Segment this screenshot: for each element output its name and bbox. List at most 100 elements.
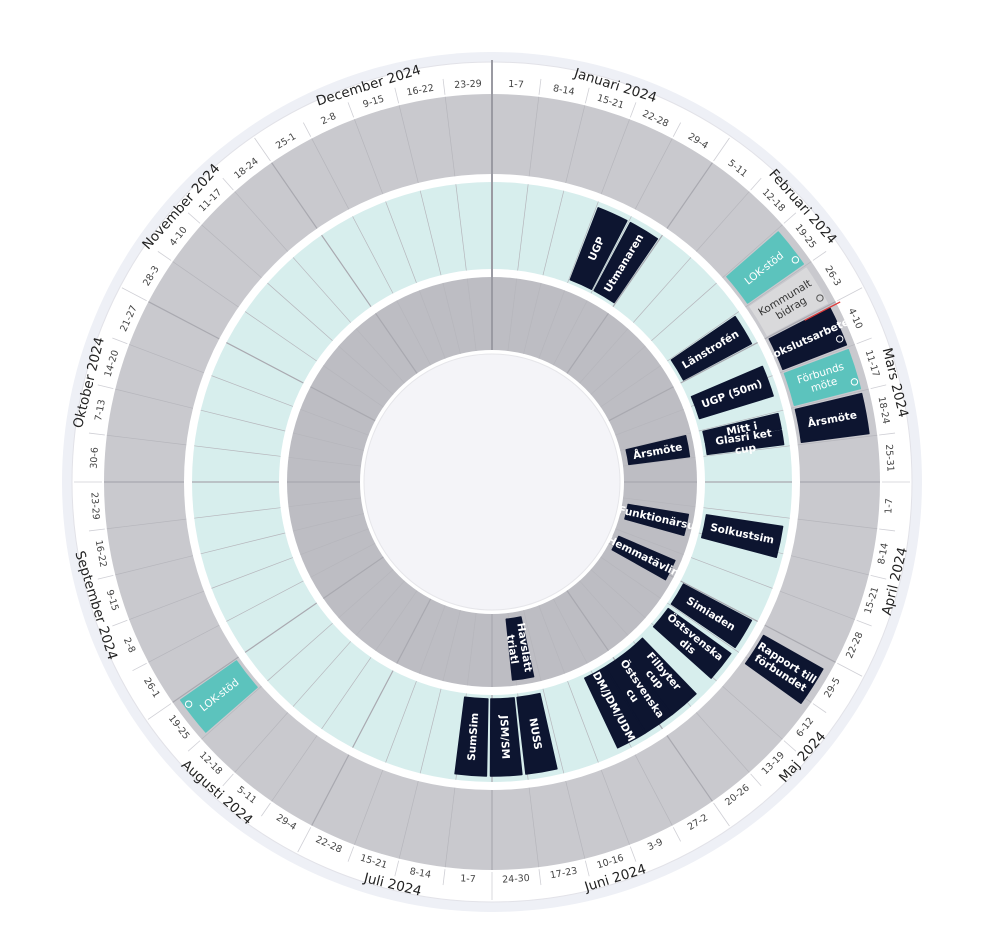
recurring-icon bbox=[791, 256, 800, 264]
week-divider bbox=[322, 556, 384, 599]
week-divider bbox=[455, 184, 467, 271]
week-divider bbox=[172, 261, 239, 308]
week-divider bbox=[292, 257, 352, 323]
recurring-icon bbox=[836, 335, 844, 343]
week-divider bbox=[419, 688, 442, 774]
week-divider bbox=[442, 282, 461, 354]
week-divider bbox=[566, 312, 609, 374]
week-divider bbox=[442, 610, 461, 682]
week-divider bbox=[622, 456, 696, 467]
event-shape bbox=[749, 267, 828, 336]
week-label: 8-14 bbox=[409, 866, 432, 881]
week-tick bbox=[297, 827, 312, 853]
event-block[interactable]: Förbundsmöte bbox=[783, 348, 862, 406]
week-divider bbox=[323, 365, 384, 408]
week-tick bbox=[147, 703, 172, 720]
week-divider bbox=[703, 507, 790, 519]
event-shape bbox=[768, 307, 848, 371]
event-shape bbox=[454, 696, 489, 777]
week-divider bbox=[352, 670, 394, 748]
event-shape bbox=[180, 660, 258, 733]
week-divider bbox=[194, 445, 281, 457]
event-block[interactable]: JSM/SM bbox=[489, 697, 523, 777]
event-shape bbox=[783, 348, 862, 406]
week-divider bbox=[590, 345, 646, 395]
event-shape bbox=[690, 365, 774, 420]
week-divider bbox=[651, 282, 717, 342]
week-label: 1-7 bbox=[883, 498, 895, 514]
week-dividers bbox=[74, 60, 910, 900]
week-divider bbox=[523, 282, 542, 354]
week-divider bbox=[579, 328, 629, 384]
event-block[interactable]: Havslätttriatl bbox=[502, 616, 535, 681]
event-block[interactable]: Mitt i bbox=[702, 412, 782, 444]
week-divider bbox=[703, 445, 790, 457]
week-divider bbox=[211, 557, 293, 589]
week-tick bbox=[856, 337, 872, 345]
event-shape bbox=[794, 392, 870, 443]
week-divider bbox=[419, 190, 442, 276]
week-divider bbox=[271, 735, 318, 802]
week-divider bbox=[321, 657, 372, 730]
week-divider bbox=[311, 138, 350, 210]
week-divider bbox=[517, 184, 529, 271]
week-divider bbox=[115, 388, 194, 409]
week-tick bbox=[442, 78, 446, 95]
event-block[interactable]: LOK-stöd bbox=[726, 231, 804, 304]
week-tick bbox=[783, 740, 797, 752]
week-divider bbox=[418, 290, 446, 359]
event-block[interactable]: Solkustsim bbox=[701, 514, 784, 559]
event-block[interactable]: Årsmöte bbox=[794, 392, 870, 443]
event-block[interactable]: LOK-stöd bbox=[180, 660, 258, 733]
week-divider bbox=[764, 301, 836, 340]
event-shape bbox=[744, 634, 824, 704]
week-divider bbox=[542, 688, 565, 774]
week-tick bbox=[812, 251, 827, 261]
event-shape bbox=[702, 412, 782, 444]
week-divider bbox=[148, 624, 220, 663]
week-divider bbox=[538, 605, 566, 674]
week-divider bbox=[779, 590, 855, 620]
event-shape bbox=[505, 616, 535, 681]
week-divider bbox=[698, 409, 784, 432]
week-label: 25-31 bbox=[883, 444, 896, 472]
event-shape bbox=[652, 607, 732, 679]
week-divider bbox=[271, 162, 318, 229]
week-divider bbox=[129, 590, 205, 620]
week-divider bbox=[375, 590, 418, 651]
week-tick bbox=[97, 574, 114, 580]
event-block[interactable]: Bokslutsarbete bbox=[764, 307, 851, 371]
event-shape bbox=[704, 429, 785, 456]
week-divider bbox=[567, 681, 599, 763]
week-tick bbox=[538, 869, 542, 886]
week-divider bbox=[691, 557, 773, 589]
week-divider bbox=[200, 409, 286, 432]
event-block[interactable]: NUSS bbox=[516, 692, 558, 775]
week-divider bbox=[553, 300, 588, 366]
week-tick bbox=[812, 703, 827, 713]
week-tick bbox=[112, 337, 128, 345]
week-divider bbox=[790, 555, 869, 576]
event-block[interactable]: Årsmöte bbox=[625, 434, 691, 466]
week-divider bbox=[590, 216, 632, 294]
event-block[interactable]: SumSim bbox=[454, 696, 489, 777]
week-divider bbox=[106, 434, 187, 446]
week-divider bbox=[667, 311, 740, 362]
week-divider bbox=[226, 580, 304, 622]
week-divider bbox=[172, 656, 239, 703]
week-label: 7-13 bbox=[93, 399, 108, 422]
week-tick bbox=[629, 102, 637, 118]
week-divider bbox=[418, 605, 446, 674]
week-divider bbox=[244, 602, 318, 653]
event-block[interactable]: UGP bbox=[569, 207, 628, 290]
week-divider bbox=[565, 780, 586, 859]
wheel-center bbox=[363, 353, 621, 611]
week-divider bbox=[355, 580, 405, 636]
event-shape bbox=[670, 583, 753, 649]
week-divider bbox=[553, 598, 588, 664]
week-tick bbox=[157, 251, 172, 261]
week-label: 17-23 bbox=[549, 866, 578, 882]
week-label: 30-6 bbox=[89, 447, 101, 469]
week-divider bbox=[466, 612, 477, 686]
